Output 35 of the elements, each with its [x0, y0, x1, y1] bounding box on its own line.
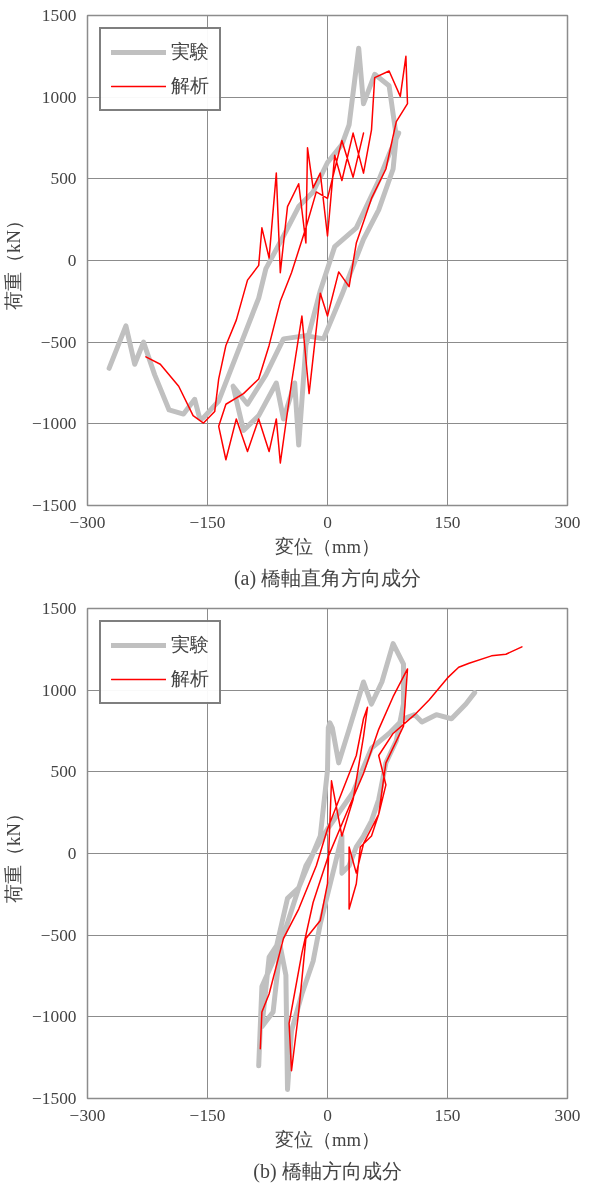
y-tick-label: 1000	[41, 87, 77, 107]
text: (b) 橋軸方向成分	[253, 1159, 402, 1183]
legend-label: 解析	[171, 667, 209, 691]
x-tick-label: −300	[69, 512, 106, 532]
x-tick-label: 0	[323, 1105, 332, 1125]
x-axis-title: 変位（mm）	[274, 1128, 381, 1150]
x-tick-label: −150	[189, 1105, 226, 1125]
y-tick-label: −500	[40, 332, 77, 352]
legend-label: 解析	[171, 74, 209, 98]
y-tick-label: 0	[67, 251, 77, 270]
y-tick-label: −500	[40, 925, 77, 945]
x-tick-label: 150	[434, 512, 461, 532]
legend-label: 実験	[171, 40, 209, 64]
y-tick-label: 500	[50, 762, 77, 782]
y-tick-label: −1000	[32, 414, 77, 434]
x-tick-label: 300	[554, 512, 581, 532]
y-tick-label: 1500	[41, 599, 77, 618]
line-series	[259, 646, 523, 1072]
y-tick-label: 1500	[41, 6, 77, 25]
y-tick-label: −1000	[32, 1007, 77, 1027]
x-tick-label: −150	[189, 512, 226, 532]
y-tick-label: 0	[67, 844, 77, 863]
y-axis-title: 荷重（kN）	[3, 804, 25, 903]
legend-label: 実験	[171, 633, 209, 657]
x-tick-label: 0	[323, 512, 332, 532]
y-tick-label: 500	[50, 169, 77, 189]
y-tick-label: −1500	[32, 1089, 77, 1108]
x-tick-label: −300	[69, 1105, 106, 1125]
x-tick-label: 300	[554, 1105, 581, 1125]
y-tick-label: 1000	[41, 680, 77, 700]
x-axis-title: 変位（mm）	[274, 535, 381, 557]
y-axis-title: 荷重（kN）	[3, 211, 25, 310]
y-tick-label: −1500	[32, 496, 77, 515]
x-tick-label: 150	[434, 1105, 461, 1125]
text: (a) 橋軸直角方向成分	[233, 566, 422, 590]
